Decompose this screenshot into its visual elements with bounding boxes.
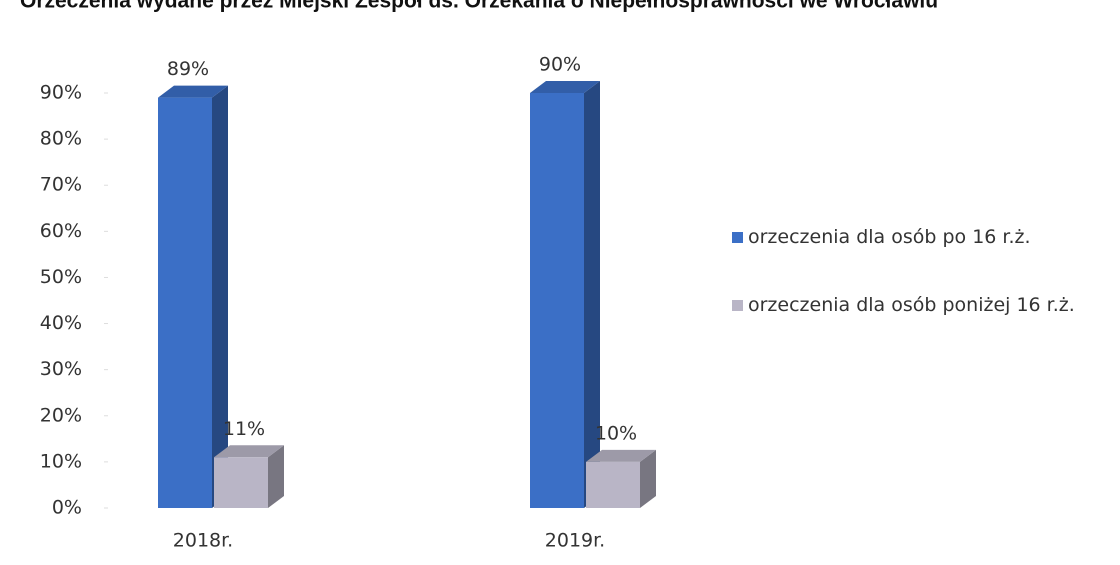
y-tick-label: 20% <box>40 404 82 426</box>
y-tick-label: 70% <box>40 174 82 196</box>
legend-item: orzeczenia dla osób poniżej 16 r.ż. <box>730 290 1110 320</box>
legend-swatch <box>732 232 743 243</box>
y-tick-label: 40% <box>40 312 82 334</box>
x-tick-label: 2018r. <box>173 530 233 552</box>
bar <box>530 93 584 508</box>
legend-item: orzeczenia dla osób po 16 r.ż. <box>730 222 1110 252</box>
y-tick-label: 0% <box>52 497 82 519</box>
bar <box>586 461 640 508</box>
y-tick-label: 10% <box>40 450 82 472</box>
bar <box>214 457 268 508</box>
legend: orzeczenia dla osób po 16 r.ż. orzeczenia… <box>730 222 1110 358</box>
y-tick-label: 60% <box>40 220 82 242</box>
bar-top <box>530 81 600 93</box>
y-tick-label: 80% <box>40 128 82 150</box>
chart-title: Orzeczenia wydane przez Miejski Zespół d… <box>20 0 938 13</box>
bar <box>158 97 212 508</box>
bar-side <box>640 449 656 508</box>
y-tick-label: 50% <box>40 266 82 288</box>
data-label: 90% <box>539 54 581 76</box>
bar-side <box>584 81 600 508</box>
legend-swatch <box>732 300 743 311</box>
y-tick-label: 30% <box>40 358 82 380</box>
data-label: 89% <box>167 58 209 80</box>
bar-top <box>158 85 228 98</box>
bar-side <box>212 85 228 508</box>
y-tick-label: 90% <box>40 82 82 104</box>
x-tick-label: 2019r. <box>545 530 605 552</box>
legend-label: orzeczenia dla osób po 16 r.ż. <box>748 226 1031 248</box>
bar-top <box>214 445 284 458</box>
legend-label: orzeczenia dla osób poniżej 16 r.ż. <box>748 294 1075 316</box>
data-label: 10% <box>595 422 637 444</box>
bar-top <box>586 449 656 462</box>
bar-side <box>268 445 284 508</box>
data-label: 11% <box>223 418 265 440</box>
